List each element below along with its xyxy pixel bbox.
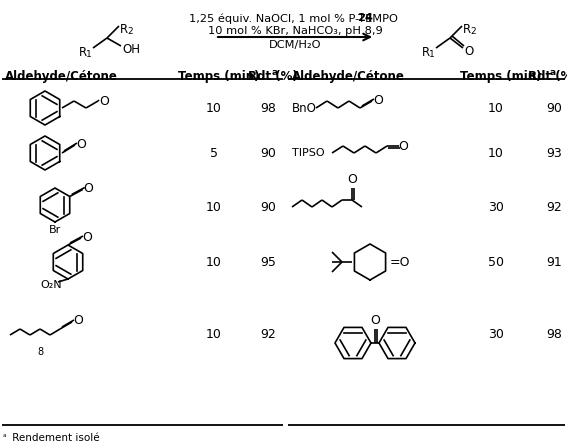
Text: 93: 93: [546, 147, 562, 159]
Text: 92: 92: [260, 329, 276, 342]
Text: 2: 2: [127, 27, 133, 36]
Text: 95: 95: [260, 256, 276, 268]
Text: 10: 10: [206, 256, 222, 268]
Text: Rendement isolé: Rendement isolé: [9, 433, 100, 443]
Text: O: O: [373, 93, 383, 106]
Text: 10: 10: [206, 201, 222, 214]
Text: 5: 5: [210, 147, 218, 159]
Text: O: O: [84, 182, 94, 195]
Text: 98: 98: [260, 101, 276, 114]
Text: 50: 50: [488, 256, 504, 268]
Text: R: R: [120, 23, 128, 36]
Text: O: O: [398, 140, 408, 152]
Text: 1,25 équiv. NaOCl, 1 mol % P-TEMPO: 1,25 équiv. NaOCl, 1 mol % P-TEMPO: [189, 13, 401, 23]
Text: 30: 30: [488, 329, 504, 342]
Text: 92: 92: [546, 201, 562, 214]
Text: Temps (min): Temps (min): [178, 70, 260, 83]
Text: O: O: [99, 94, 109, 108]
Text: OH: OH: [122, 43, 140, 56]
Text: 90: 90: [260, 147, 276, 159]
Text: 24: 24: [357, 13, 373, 23]
Text: a: a: [272, 68, 278, 77]
Text: R: R: [463, 23, 471, 36]
Text: O: O: [73, 315, 83, 327]
Text: R: R: [422, 46, 430, 59]
Text: O: O: [464, 45, 473, 58]
Text: 1: 1: [429, 50, 435, 59]
Text: 1: 1: [86, 50, 92, 59]
Text: O: O: [76, 137, 86, 151]
Text: TIPSO: TIPSO: [292, 148, 325, 158]
Text: 98: 98: [546, 329, 562, 342]
Text: Rdt (%): Rdt (%): [528, 70, 567, 83]
Text: 10: 10: [488, 147, 504, 159]
Text: 10: 10: [206, 329, 222, 342]
Text: O: O: [370, 314, 380, 327]
Text: 10 mol % KBr, NaHCO₃, pH 8,9: 10 mol % KBr, NaHCO₃, pH 8,9: [208, 26, 382, 36]
Text: 10: 10: [488, 101, 504, 114]
Text: =O: =O: [390, 256, 411, 268]
Text: O: O: [347, 173, 357, 186]
Text: 90: 90: [260, 201, 276, 214]
Text: 30: 30: [488, 201, 504, 214]
Text: 91: 91: [546, 256, 562, 268]
Text: Rdt (%): Rdt (%): [248, 70, 298, 83]
Text: Temps (min): Temps (min): [460, 70, 541, 83]
Text: Aldehyde/Cétone: Aldehyde/Cétone: [292, 70, 405, 83]
Text: BnO: BnO: [292, 101, 317, 114]
Text: Aldehyde/Cétone: Aldehyde/Cétone: [5, 70, 118, 83]
Text: O₂N: O₂N: [40, 280, 62, 290]
Text: O: O: [82, 230, 92, 244]
Text: DCM/H₂O: DCM/H₂O: [269, 40, 321, 50]
Text: Br: Br: [49, 225, 61, 235]
Text: R: R: [79, 46, 87, 59]
Text: ᵃ: ᵃ: [3, 433, 7, 442]
Text: 2: 2: [470, 27, 476, 36]
Text: 8: 8: [37, 347, 43, 357]
Text: a: a: [550, 68, 556, 77]
Text: 90: 90: [546, 101, 562, 114]
Text: 10: 10: [206, 101, 222, 114]
